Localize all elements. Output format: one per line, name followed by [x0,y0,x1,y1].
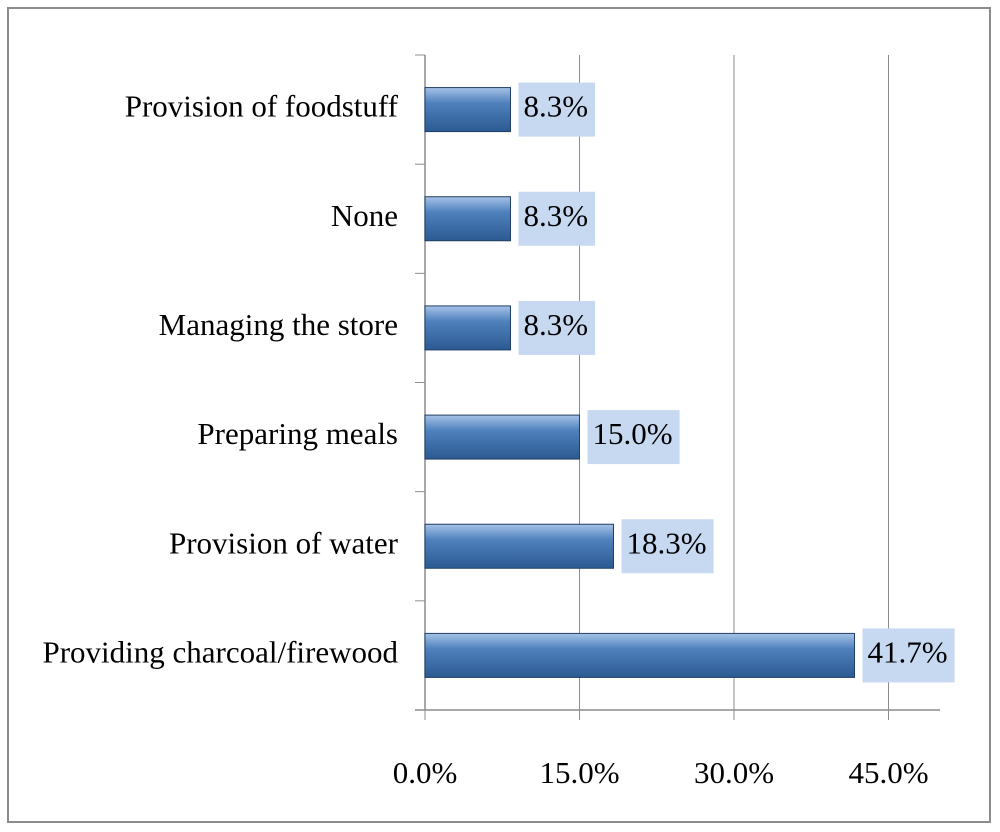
value-label: 41.7% [868,635,948,670]
y-tick-label: Providing charcoal/firewood [42,635,398,670]
value-label-box [518,300,596,355]
value-label-box [518,191,596,246]
y-tick-label: None [331,198,398,233]
value-label-box [862,628,955,683]
value-label-box [621,519,714,574]
value-label-box [518,82,596,137]
bar [424,414,580,460]
value-label: 8.3% [523,198,588,233]
x-tick-label: 0.0% [393,755,458,790]
bar [424,632,856,678]
bar [424,523,614,569]
value-label-box [587,410,680,465]
value-label: 8.3% [523,89,588,124]
value-label: 18.3% [626,525,706,560]
bar [424,87,511,133]
value-label: 15.0% [593,416,673,451]
y-tick-label: Provision of foodstuff [125,89,399,124]
bar [424,305,511,351]
value-label: 8.3% [523,307,588,342]
x-tick-label: 30.0% [694,755,774,790]
y-tick-label: Preparing meals [197,416,398,451]
bar [424,196,511,242]
x-tick-label: 45.0% [848,755,928,790]
y-tick-label: Managing the store [159,307,398,342]
y-tick-label: Provision of water [169,525,399,560]
x-tick-label: 15.0% [539,755,619,790]
